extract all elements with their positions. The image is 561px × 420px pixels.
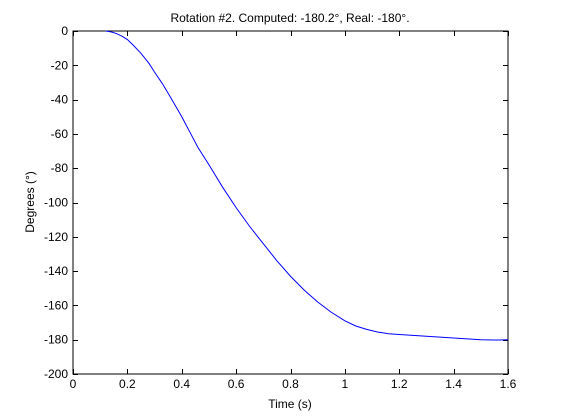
x-tick-label-1: 0.2 xyxy=(119,377,136,391)
y-tick-label-3: -60 xyxy=(51,127,69,141)
x-tick-label-6: 1.2 xyxy=(391,377,408,391)
y-tick-label-5: -100 xyxy=(44,196,68,210)
y-tick-label-1: -20 xyxy=(51,58,69,72)
chart-title: Rotation #2. Computed: -180.2°, Real: -1… xyxy=(170,11,409,25)
y-tick-label-7: -140 xyxy=(44,264,68,278)
x-tick-label-3: 0.6 xyxy=(228,377,245,391)
y-tick-label-10: -200 xyxy=(44,367,68,381)
y-tick-label-2: -40 xyxy=(51,93,69,107)
y-axis-label: Degrees (°) xyxy=(23,171,37,232)
x-tick-label-8: 1.6 xyxy=(500,377,517,391)
y-tick-label-6: -120 xyxy=(44,230,68,244)
y-tick-label-0: 0 xyxy=(61,24,68,38)
y-tick-label-9: -180 xyxy=(44,333,68,347)
series-group xyxy=(105,30,509,341)
x-tick-label-4: 0.8 xyxy=(282,377,299,391)
plot-area xyxy=(72,30,509,375)
tick-marks xyxy=(73,31,509,375)
x-tick-label-5: 1 xyxy=(342,377,349,391)
x-tick-label-0: 0 xyxy=(70,377,77,391)
x-axis-label: Time (s) xyxy=(268,397,312,411)
x-tick-label-2: 0.4 xyxy=(173,377,190,391)
tick-labels: 0 0.2 0.4 0.6 0.8 1 1.2 1.4 1.6 0 -20 -40 -60 -80 -100… xyxy=(44,24,517,391)
y-tick-label-8: -160 xyxy=(44,298,68,312)
y-tick-label-4: -80 xyxy=(51,161,69,175)
series-line-0 xyxy=(105,30,509,341)
x-tick-label-7: 1.4 xyxy=(445,377,462,391)
